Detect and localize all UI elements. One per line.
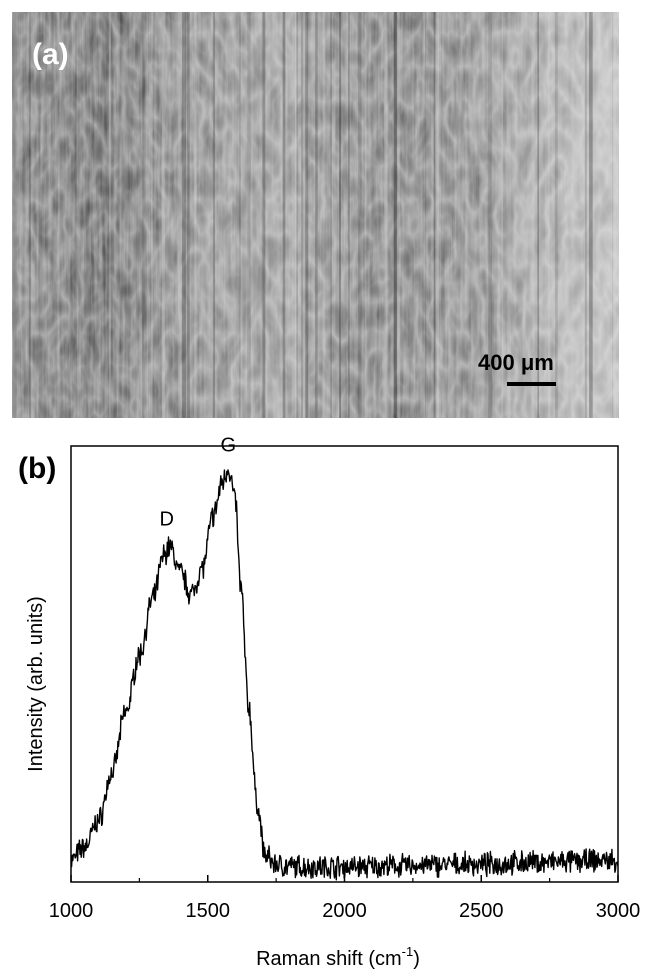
sem-streak [208,12,213,418]
sem-streak [435,12,439,418]
sem-streak [38,12,41,418]
sem-streak [315,12,318,418]
sem-streak [322,12,325,418]
panel-a-label: (a) [32,38,69,71]
sem-streak [531,12,535,418]
sem-streak [612,12,613,418]
sem-streak [555,12,558,418]
sem-streak [262,12,266,418]
scale-bar-label: 400 μm [478,350,554,375]
sem-streak [151,12,153,418]
sem-streak [387,12,389,418]
sem-streak [295,12,297,418]
sem-streak [303,12,306,418]
sem-streak [397,12,400,418]
x-axis-title-superscript: -1 [402,944,414,959]
x-tick-label-2000: 2000 [322,900,367,922]
sem-streak [108,12,111,418]
sem-streak [330,12,332,418]
sem-streak [548,12,550,418]
sem-streak [247,12,251,418]
peak-label-G: G [220,434,236,456]
sem-streak [474,12,476,418]
sem-streak [365,12,367,418]
sem-streak [358,12,362,418]
sem-streak [239,12,241,418]
x-tick-label-1500: 1500 [186,900,231,922]
sem-streak [537,12,539,418]
sem-streak [282,12,286,418]
sem-streak [571,12,574,418]
sem-streak [334,12,336,418]
x-axis-tick-labels: 1000 1500 2000 2500 3000 [49,900,641,922]
sem-streak [398,12,400,418]
sem-streak [29,12,31,418]
sem-streak [303,12,306,418]
x-axis-title-close: ) [413,948,420,970]
sem-streak [360,12,364,418]
peak-annotations: DG [159,434,236,530]
sem-streak [239,12,241,418]
raman-spectrum-panel: (b) 1000 1500 2000 2500 3000 DG Raman shift … [18,434,640,970]
sem-streak [348,12,350,418]
raman-spectrum-line [70,469,619,881]
sem-streak [186,12,190,418]
sem-streak [12,12,17,418]
sem-streak [240,12,243,418]
sem-streak [436,12,441,418]
x-axis-title: Raman shift (cm-1) [256,944,420,970]
sem-streak [613,12,616,418]
sem-streak [294,12,297,418]
sem-streak [177,12,181,418]
sem-streak [301,12,304,418]
sem-streak [584,12,587,418]
sem-streak [393,12,397,418]
panel-b-label: (b) [18,452,56,485]
sem-streak [488,12,493,418]
sem-streak [296,12,298,418]
sem-streak [12,12,17,418]
sem-wear-streaks [12,12,616,418]
sem-image-highlights [12,12,619,418]
sem-streak [507,12,509,418]
sem-streak [384,12,387,418]
peak-label-D: D [159,509,173,531]
sem-streak [143,12,145,418]
sem-streak [301,12,304,418]
x-axis-title-main: Raman shift (cm [256,948,402,970]
sem-streak [589,12,593,418]
sem-streak [142,12,144,418]
sem-micrograph-panel: (a) 400 μm [12,12,619,418]
y-axis-title: Intensity (arb. units) [25,596,47,772]
sem-streak [433,12,436,418]
sem-streak [339,12,341,418]
x-tick-label-1000: 1000 [49,900,94,922]
x-tick-label-3000: 3000 [596,900,641,922]
sem-streak [213,12,216,418]
sem-streak [57,12,61,418]
sem-streak [182,12,187,418]
sem-streak [161,12,165,418]
sem-streak [393,12,397,418]
x-tick-label-2500: 2500 [459,900,504,922]
sem-streak [507,12,511,418]
sem-streak [194,12,197,418]
plot-frame [70,445,619,883]
sem-streak [18,12,20,418]
sem-streak [292,12,296,418]
sem-streak [146,12,149,418]
sem-streak [584,12,588,418]
sem-streak [501,12,503,418]
sem-streak [304,12,309,418]
sem-streak [76,12,81,418]
sem-streak [315,12,318,418]
sem-streak [425,12,426,418]
sem-streak [397,12,400,418]
